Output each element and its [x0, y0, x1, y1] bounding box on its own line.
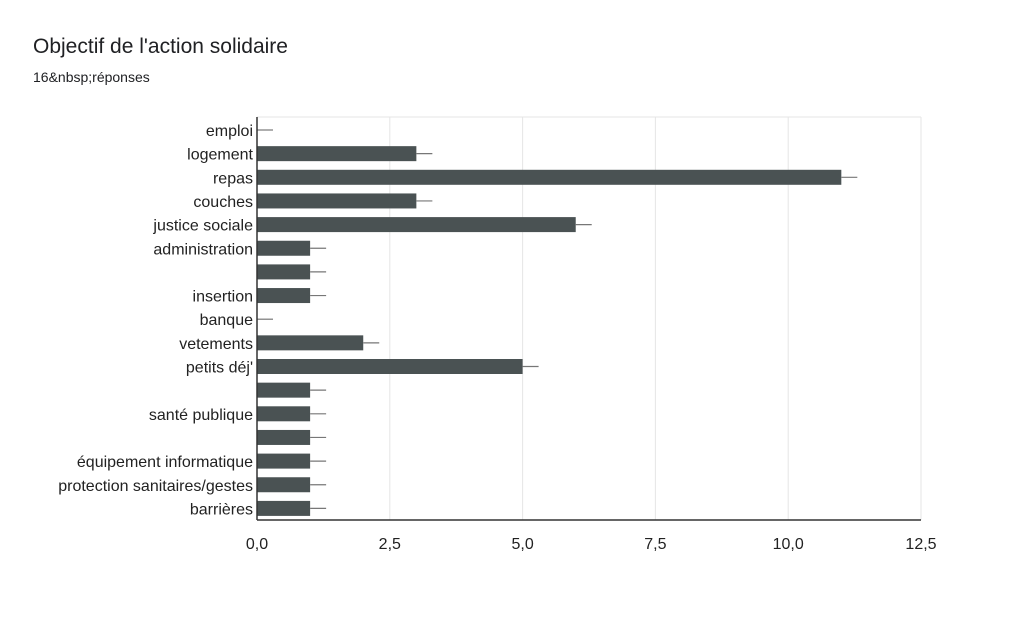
category-label: administration	[153, 241, 253, 258]
category-label: emploi	[206, 123, 253, 140]
category-label: protection sanitaires/gestes	[58, 478, 253, 495]
bar	[257, 146, 417, 162]
bar	[257, 240, 311, 256]
x-tick-label: 0,0	[246, 536, 268, 553]
x-tick-label: 2,5	[379, 536, 401, 553]
bar	[257, 217, 576, 233]
category-label: banque	[200, 312, 253, 329]
category-label: barrières	[190, 501, 253, 518]
category-label: repas	[213, 170, 253, 187]
x-tick-labels: 0,0 2,5 5,0 7,5 10,0 12,5	[246, 536, 937, 553]
x-tick-label: 12,5	[905, 536, 936, 553]
bar	[257, 382, 311, 398]
bar	[257, 359, 523, 374]
axes	[256, 117, 921, 521]
bar	[257, 169, 842, 185]
bar	[257, 453, 311, 469]
category-label: insertion	[193, 289, 253, 306]
x-tick-label: 5,0	[511, 536, 533, 553]
category-label: vetements	[179, 336, 253, 353]
bar	[257, 477, 311, 493]
category-label: justice sociale	[152, 218, 253, 235]
error-bars	[257, 129, 858, 509]
x-tick-label: 7,5	[644, 536, 666, 553]
category-label: couches	[193, 194, 253, 211]
bar	[257, 335, 364, 351]
x-tick-label: 10,0	[773, 536, 804, 553]
category-label: petits déj'	[186, 360, 253, 377]
bar	[257, 193, 417, 209]
bar	[257, 406, 311, 422]
bar	[257, 500, 311, 516]
bars	[257, 146, 842, 516]
category-labels: emploi logement repas couches justice social…	[58, 123, 253, 518]
response-count: 16&nbsp;réponses	[33, 69, 150, 85]
category-label: santé publique	[149, 407, 253, 424]
category-label: équipement informatique	[77, 454, 253, 471]
bar	[257, 429, 311, 445]
chart-title: Objectif de l'action solidaire	[33, 35, 288, 58]
bar	[257, 288, 311, 304]
bar	[257, 264, 311, 280]
category-label: logement	[187, 147, 253, 164]
